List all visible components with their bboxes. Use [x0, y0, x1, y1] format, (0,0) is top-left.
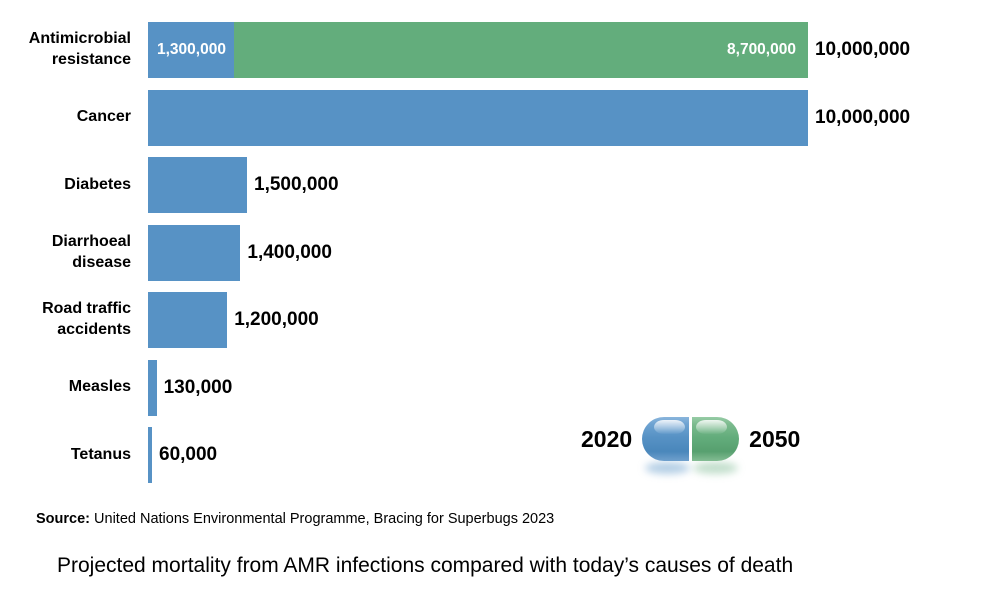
- category-label: Antimicrobial resistance: [28, 30, 131, 68]
- category-label: Tetanus: [70, 445, 131, 463]
- bar-segment-2020: [148, 224, 241, 281]
- bar-track: 1,200,000: [148, 292, 319, 348]
- pill-left-half-2020: [642, 417, 690, 461]
- bar-value-label: 1,200,000: [234, 309, 319, 330]
- bar-segment-2020: 1,300,000: [148, 22, 234, 78]
- pill-shadow-blue: [645, 462, 691, 474]
- bar-value-label: 130,000: [163, 376, 233, 398]
- source-line: Source: United Nations Environmental Pro…: [36, 511, 554, 527]
- chart-row-diarrhoeal-disease: Diarrhoeal disease 1,400,000: [0, 224, 910, 281]
- category-label: Measles: [68, 378, 131, 396]
- chart-row-cancer: Cancer 10,000,000: [0, 89, 911, 146]
- bar-segment-2020: [148, 427, 152, 483]
- source-text: United Nations Environmental Programme, …: [90, 511, 555, 527]
- bar-segment-2020: [148, 157, 247, 213]
- chart-row-road-traffic-accidents: Road traffic accidents 1,200,000: [0, 292, 910, 348]
- bar-chart: Antimicrobial resistance 1,300,000 8,700…: [0, 22, 910, 495]
- chart-row-antimicrobial-resistance: Antimicrobial resistance 1,300,000 8,700…: [0, 22, 910, 78]
- bar-value-label: 1,500,000: [254, 174, 339, 195]
- bar-segment-2020: [148, 292, 228, 348]
- chart-row-tetanus: Tetanus 60,000: [0, 427, 910, 483]
- bar-track: 1,500,000: [148, 157, 339, 213]
- bar-segment-value-label: 8,700,000: [727, 41, 796, 58]
- category-label: Road traffic accidents: [42, 300, 131, 338]
- category-label: Diabetes: [64, 175, 131, 193]
- bar-segment-2020: [148, 89, 808, 146]
- bar-segment-2050: 8,700,000: [233, 22, 808, 78]
- source-label: Source:: [36, 511, 90, 527]
- pill-shadow-green: [693, 462, 739, 474]
- chart-title: Projected mortality from AMR infections …: [57, 554, 794, 577]
- legend: 2020 2050: [581, 416, 801, 474]
- bar-track: 1,300,000 8,700,000 10,000,000: [148, 22, 910, 78]
- pill-right-half-2050: [692, 417, 740, 461]
- chart-row-measles: Measles 130,000: [0, 359, 910, 416]
- category-label: Cancer: [76, 108, 131, 126]
- bar-segment-2020: [148, 359, 157, 416]
- legend-year-2020: 2020: [581, 425, 633, 452]
- bar-value-label: 10,000,000: [815, 106, 911, 128]
- bar-value-label: 60,000: [159, 444, 218, 465]
- chart-row-diabetes: Diabetes 1,500,000: [0, 157, 910, 213]
- bar-segment-value-label: 1,300,000: [157, 41, 226, 58]
- bar-track: 1,400,000: [148, 224, 332, 281]
- bar-track: 130,000: [148, 359, 233, 416]
- bar-total-label: 10,000,000: [814, 39, 911, 60]
- pill-capsule-icon: [642, 417, 740, 474]
- legend-year-2050: 2050: [749, 425, 801, 452]
- category-label: Diarrhoeal disease: [51, 232, 131, 271]
- bar-track: 60,000: [148, 427, 217, 483]
- bar-track: 10,000,000: [148, 89, 911, 146]
- bar-value-label: 1,400,000: [247, 241, 332, 263]
